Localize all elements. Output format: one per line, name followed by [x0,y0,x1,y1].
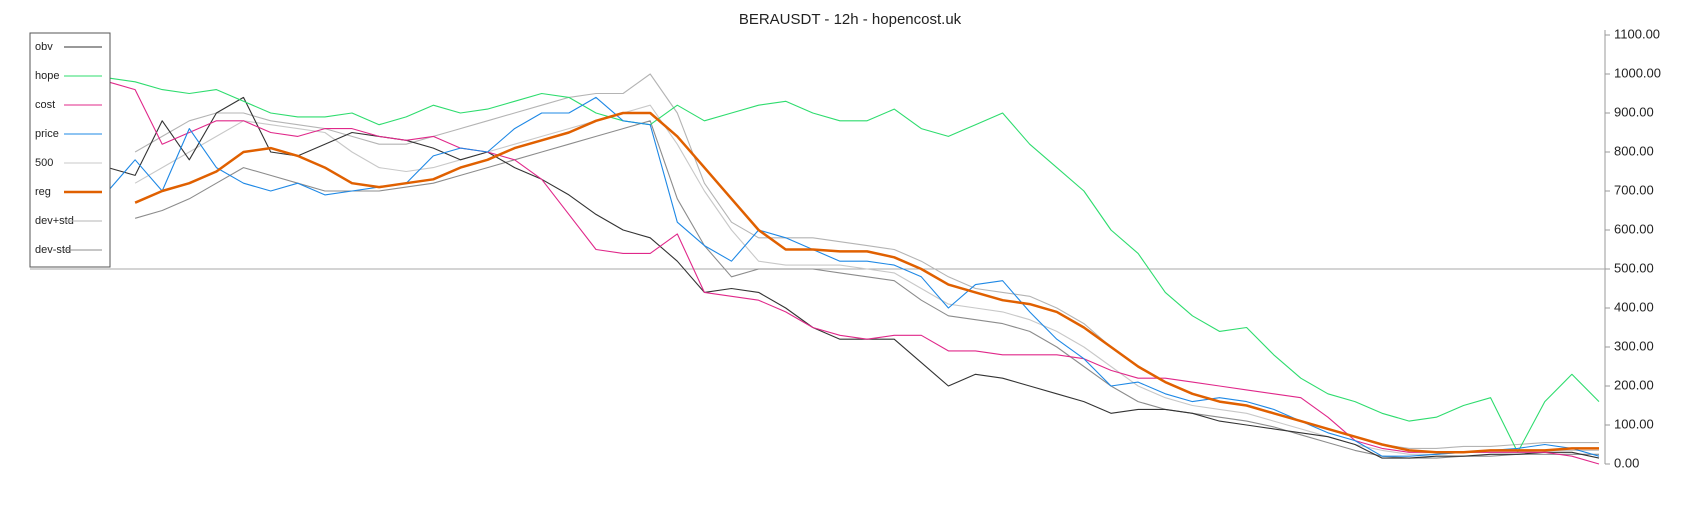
y-tick-label: 400.00 [1614,299,1654,314]
legend-label: cost [35,99,55,111]
series-line [134,111,1599,454]
legend-label: reg [35,186,51,198]
series-line [107,96,1600,459]
y-tick-label: 0.00 [1614,455,1639,470]
legend-label: dev-std [35,244,71,256]
legend: obv hope cost price 500 reg dev+std dev-std [29,32,111,268]
legend-label: price [35,128,59,140]
y-tick-label: 300.00 [1614,338,1654,353]
series-line [134,120,1599,459]
series-line [134,104,1599,455]
legend-label: 500 [35,157,53,169]
legend-label: obv [35,41,53,53]
y-tick-label: 800.00 [1614,143,1654,158]
y-tick-label: 600.00 [1614,221,1654,236]
y-tick-label: 500.00 [1614,260,1654,275]
y-tick-label: 1000.00 [1614,65,1661,80]
series-line [107,77,1600,453]
legend-label: hope [35,70,59,82]
series-line [107,81,1600,465]
y-tick-label: 700.00 [1614,182,1654,197]
legend-box [29,32,111,268]
y-tick-label: 100.00 [1614,416,1654,431]
y-tick-label: 1100.00 [1614,26,1660,41]
chart-title: BERAUSDT - 12h - hopencost.uk [739,11,962,28]
series-line [107,96,1600,457]
y-tick-label: 200.00 [1614,377,1654,392]
y-tick-label: 900.00 [1614,104,1654,119]
legend-label: dev+std [35,215,74,227]
